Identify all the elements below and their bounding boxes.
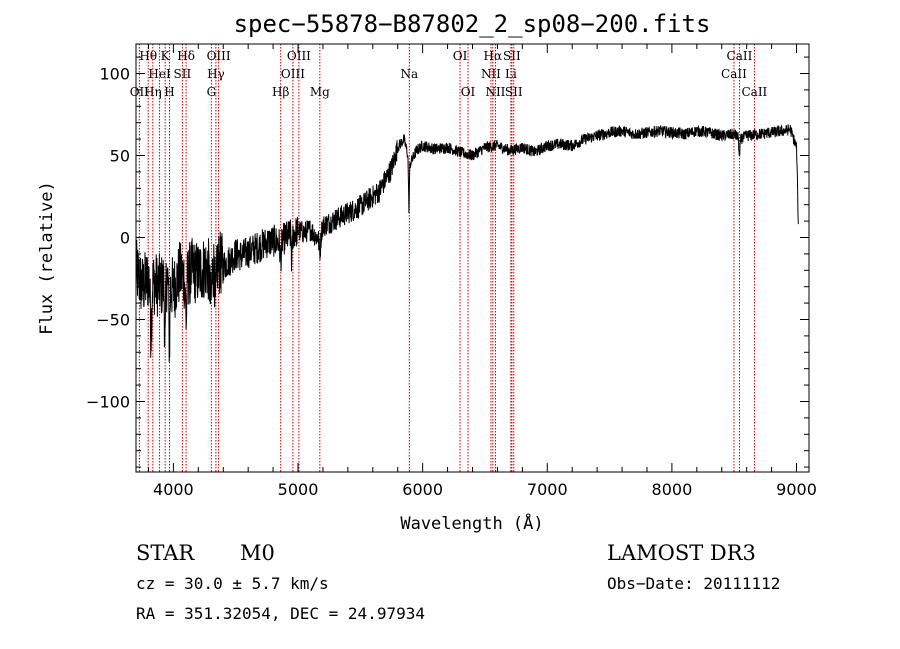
x-tick-label: 9000 (776, 480, 817, 499)
line-marker-label: OIII (287, 49, 311, 63)
spectrum-line (135, 124, 799, 363)
line-marker-label: Li (505, 67, 517, 81)
line-marker-label: Hγ (207, 67, 225, 81)
line-marker-label: Hα (484, 49, 503, 63)
line-marker-label: Mg (310, 85, 330, 99)
line-markers: OIIHθHηHeIKHSIIHδGHγOIIIHβOIIIOIIIMgNaOI… (130, 44, 768, 472)
line-marker-label: OIII (207, 49, 231, 63)
line-marker-label: CaII (727, 49, 753, 63)
object-class: STAR (136, 541, 195, 565)
chart-title: spec−55878−B87802_2_sp08−200.fits (234, 10, 711, 38)
line-marker-label: CaII (721, 67, 747, 81)
line-marker-label: CaII (741, 85, 767, 99)
obs-date-text: Obs−Date: 20111112 (607, 574, 780, 593)
survey-name: LAMOST DR3 (607, 541, 756, 565)
line-marker-label: OI (453, 49, 468, 63)
line-marker-label: Hβ (272, 85, 289, 99)
line-marker-label: OII (130, 85, 150, 99)
x-tick-label: 7000 (527, 480, 568, 499)
line-marker-label: G (207, 85, 217, 99)
line-marker-label: K (161, 49, 171, 63)
line-marker-label: Hδ (177, 49, 195, 63)
line-marker-label: SII (503, 49, 521, 63)
x-axis-label: Wavelength (Å) (400, 512, 543, 534)
x-tick-label: 6000 (402, 480, 443, 499)
y-tick-label: 0 (120, 229, 130, 248)
y-tick-label: −50 (96, 310, 130, 329)
x-tick-label: 5000 (278, 480, 319, 499)
line-marker-label: SII (505, 85, 523, 99)
line-marker-label: Hθ (139, 49, 157, 63)
coords-text: RA = 351.32054, DEC = 24.97934 (136, 604, 425, 623)
x-tick-label: 4000 (153, 480, 194, 499)
axis-ticks: 4000 5000 6000 7000 8000 9000 100 50 0 −50 −100 (86, 44, 817, 499)
line-marker-label: H (164, 85, 174, 99)
x-tick-label: 8000 (652, 480, 693, 499)
line-marker-label: NII (485, 85, 505, 99)
line-marker-label: OIII (281, 67, 305, 81)
line-marker-label: OI (461, 85, 476, 99)
y-tick-label: 50 (110, 147, 130, 166)
object-subclass: M0 (240, 541, 275, 565)
y-axis-label: Flux (relative) (37, 181, 57, 335)
line-marker-label: Hη (144, 85, 162, 99)
y-tick-label: −100 (86, 392, 130, 411)
redshift-text: cz = 30.0 ± 5.7 km/s (136, 574, 329, 593)
line-marker-label: SII (174, 67, 192, 81)
line-marker-label: NII (481, 67, 501, 81)
line-marker-label: Na (400, 67, 418, 81)
plot-frame (135, 43, 810, 473)
y-tick-label: 100 (99, 65, 130, 84)
line-marker-label: HeI (148, 67, 171, 81)
